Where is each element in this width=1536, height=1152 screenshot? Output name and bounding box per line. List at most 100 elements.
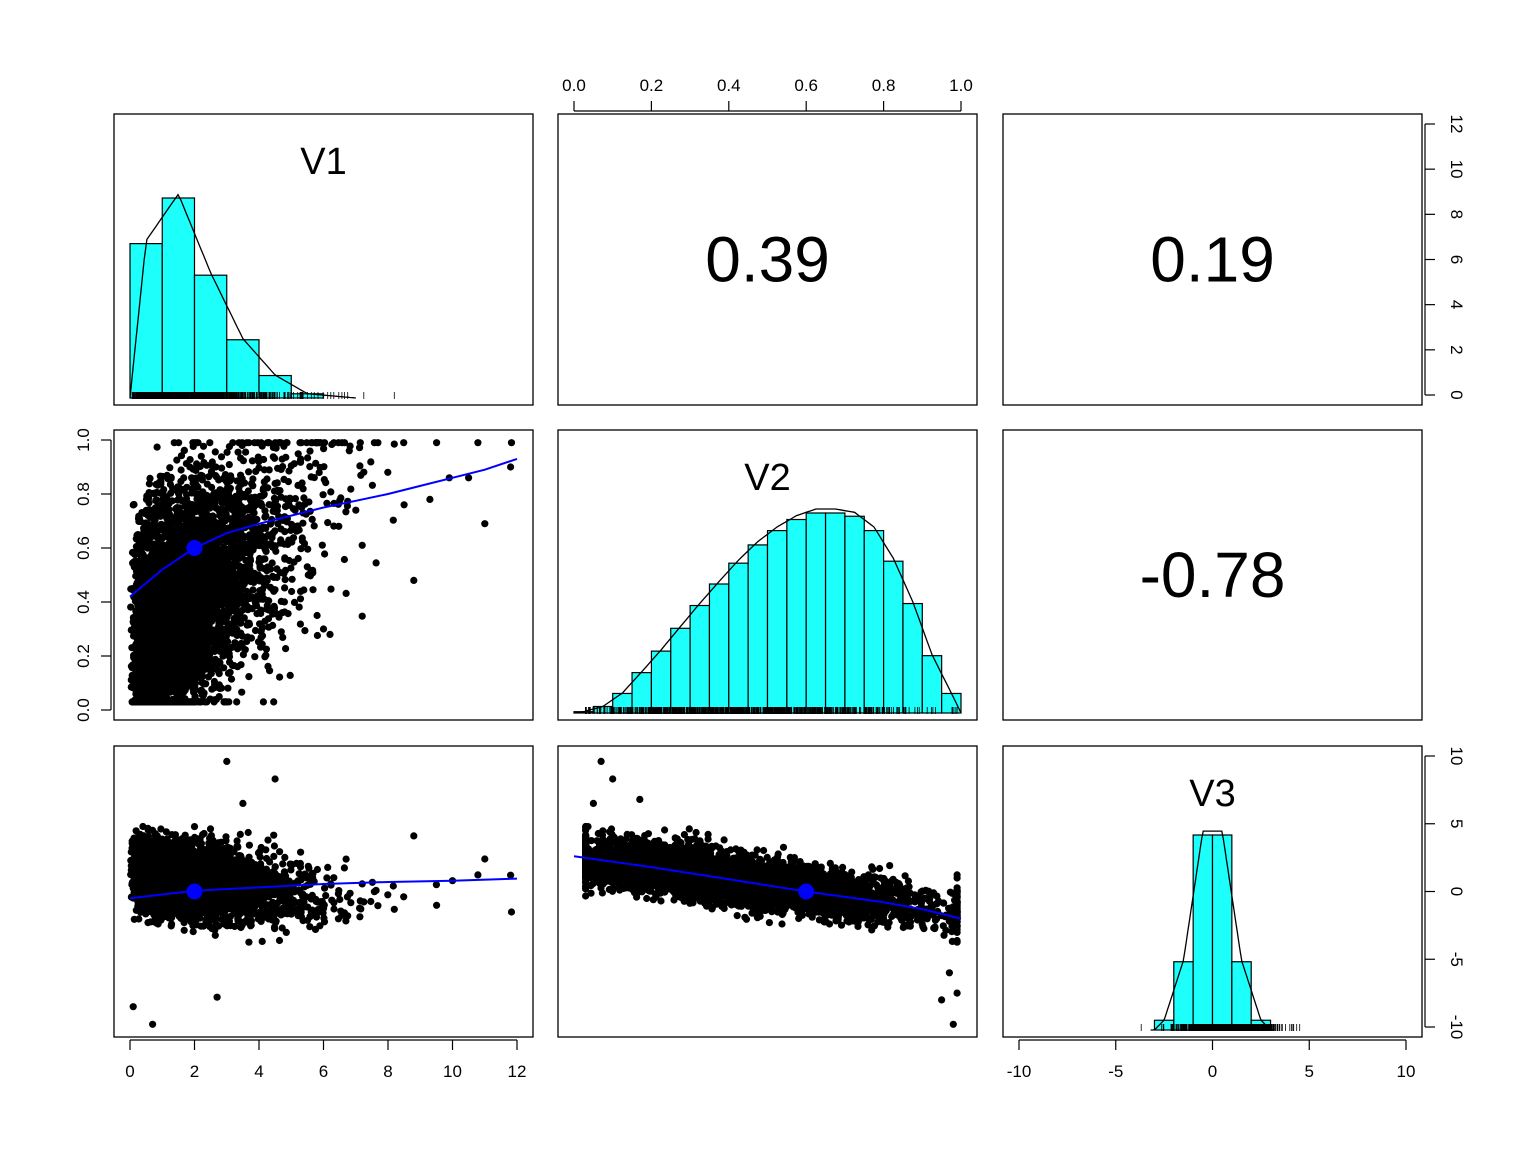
scatter-point xyxy=(261,653,269,661)
panel-frame-r2c2 xyxy=(1002,745,1423,1038)
scatter-point xyxy=(264,662,272,671)
scatter-point xyxy=(270,443,278,451)
scatter-point xyxy=(170,439,178,447)
scatter-point xyxy=(281,584,289,592)
scatter-point xyxy=(249,515,257,523)
scatter-point xyxy=(247,575,255,583)
scatter-point xyxy=(156,525,164,534)
scatter-point xyxy=(276,539,285,547)
scatter-point xyxy=(216,557,224,565)
scatter-point xyxy=(251,653,259,661)
scatter-point xyxy=(290,460,298,468)
scatter-point xyxy=(206,439,214,447)
scatter-point xyxy=(277,628,285,636)
scatter-point xyxy=(162,698,170,706)
scatter-point xyxy=(245,620,253,629)
scatter-point xyxy=(226,477,234,485)
scatter-point xyxy=(288,538,296,546)
scatter-point xyxy=(481,520,489,528)
scatter-point xyxy=(181,638,189,646)
scatter-point xyxy=(240,544,248,552)
scatter-point xyxy=(157,689,166,697)
scatter-point xyxy=(260,455,268,464)
scatter-point xyxy=(243,637,251,646)
scatter-point xyxy=(156,668,164,676)
scatter-point xyxy=(340,555,348,564)
scatter-point xyxy=(357,471,365,479)
scatter-point xyxy=(146,684,154,692)
scatter-point xyxy=(226,608,234,616)
scatter-point xyxy=(127,676,135,684)
scatter-point xyxy=(216,510,224,519)
scatter-point xyxy=(271,454,279,462)
scatter-point xyxy=(272,547,280,555)
scatter-point xyxy=(274,520,282,528)
scatter-point xyxy=(342,589,350,598)
scatter-point xyxy=(207,546,215,554)
scatter-point xyxy=(164,666,172,674)
scatter-point xyxy=(282,645,290,653)
scatter-point xyxy=(254,638,263,646)
scatter-point xyxy=(356,439,364,447)
scatter-point xyxy=(276,569,284,577)
scatter-point xyxy=(161,582,169,590)
scatter-point xyxy=(300,586,308,594)
scatter-point xyxy=(236,532,245,540)
scatter-point xyxy=(296,595,305,603)
scatter-point xyxy=(183,491,191,499)
scatter-point xyxy=(168,601,176,609)
scatter-point xyxy=(181,611,189,620)
scatter-point xyxy=(133,579,141,587)
scatter-point xyxy=(269,585,277,593)
scatter-point xyxy=(248,480,256,488)
scatter-point xyxy=(297,439,305,447)
scatter-point xyxy=(182,677,190,685)
scatter-point xyxy=(136,631,144,639)
scatter-point xyxy=(234,583,242,591)
scatter-point xyxy=(224,620,232,628)
scatter-point xyxy=(326,630,334,639)
scatter-point xyxy=(303,563,311,571)
scatter-point xyxy=(235,484,243,492)
scatter-point xyxy=(166,627,174,635)
scatter-point xyxy=(217,632,225,640)
scatter-point xyxy=(203,660,211,669)
scatter-point xyxy=(143,698,151,706)
scatter-point xyxy=(224,684,232,692)
scatter-point xyxy=(173,627,182,635)
scatter-point xyxy=(196,645,205,653)
scatter-point xyxy=(187,574,195,582)
scatter-point xyxy=(260,478,268,486)
scatter-point xyxy=(193,595,201,603)
scatter-point xyxy=(301,627,309,635)
scatter-point xyxy=(239,651,247,659)
scatter-point xyxy=(372,559,380,567)
scatter-point xyxy=(199,570,207,578)
scatter-point xyxy=(174,525,182,533)
scatter-point xyxy=(330,522,338,530)
scatter-point xyxy=(187,698,195,706)
scatter-point xyxy=(367,458,375,466)
scatter-point xyxy=(205,473,213,481)
scatter-point xyxy=(239,490,247,499)
scatter-point xyxy=(177,653,186,661)
scatter-point xyxy=(347,485,355,493)
scatter-point xyxy=(352,506,360,514)
scatter-point xyxy=(137,624,146,632)
scatter-point xyxy=(197,674,205,682)
scatter-point xyxy=(507,463,515,471)
scatter-point xyxy=(246,532,254,540)
scatter-point xyxy=(211,529,219,538)
scatter-point xyxy=(208,458,216,466)
scatter-point xyxy=(155,542,163,551)
scatter-point xyxy=(227,589,235,597)
scatter-point xyxy=(258,937,266,946)
scatter-point xyxy=(299,519,307,527)
scatter-point xyxy=(299,485,307,493)
scatter-point xyxy=(319,625,328,633)
scatter-point xyxy=(310,522,318,530)
scatter-point xyxy=(170,572,178,581)
scatter-point xyxy=(177,452,186,460)
scatter-point xyxy=(327,488,335,496)
scatter-point xyxy=(259,698,267,706)
